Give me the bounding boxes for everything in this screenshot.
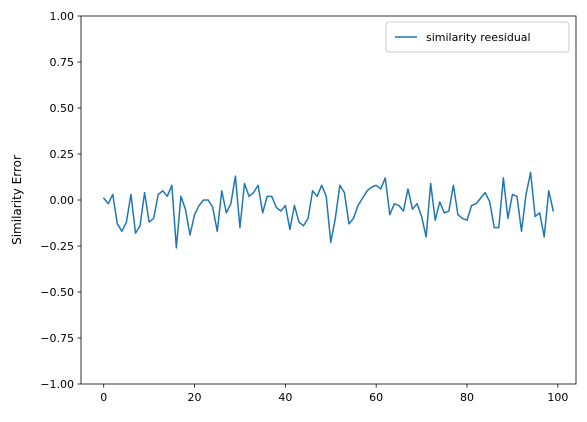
y-tick-label: 0.00 <box>50 194 75 207</box>
y-tick-label: −1.00 <box>40 378 74 391</box>
x-tick-label: 20 <box>188 391 202 404</box>
y-tick-label: 0.25 <box>50 148 75 161</box>
y-axis-label: Similarity Error <box>10 155 24 245</box>
legend-box <box>385 21 570 53</box>
legend: similarity reesidual <box>385 21 570 53</box>
plot-area <box>102 171 555 249</box>
x-tick-label: 0 <box>100 391 107 404</box>
y-tick-label: 0.50 <box>50 102 75 115</box>
series-line-0 <box>102 171 555 249</box>
y-tick-label: −0.50 <box>40 286 74 299</box>
x-tick-label: 80 <box>460 391 474 404</box>
y-tick-label: 1.00 <box>50 10 75 23</box>
axes: 0 20 40 60 80 100 −1.00 −0.75 −0.50 −0.25 0.00 0.25… <box>40 10 577 404</box>
x-tick-label: 100 <box>547 391 568 404</box>
x-tick-label: 40 <box>278 391 292 404</box>
y-tick-label: 0.75 <box>50 56 75 69</box>
legend-label: similarity reesidual <box>426 31 531 44</box>
y-tick-label: −0.75 <box>40 332 74 345</box>
y-tick-label: −0.25 <box>40 240 74 253</box>
x-tick-label: 60 <box>369 391 383 404</box>
